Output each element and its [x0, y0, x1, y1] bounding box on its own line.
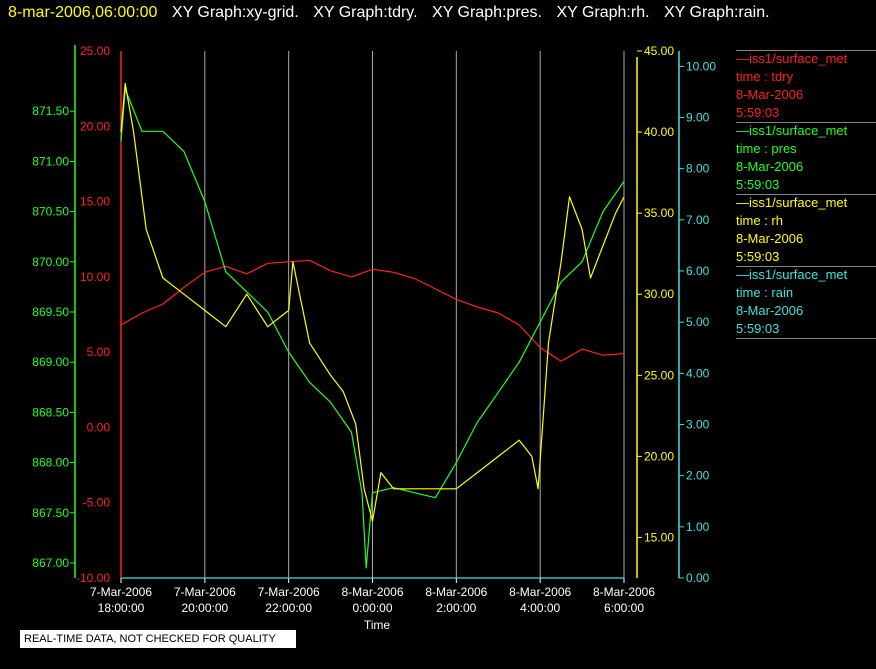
rh-tick-label: 35.00 — [644, 206, 674, 220]
legend-field: time : rain — [736, 285, 794, 300]
legend-entry-tdry[interactable]: —iss1/surface_met time : tdry 8-Mar-2006… — [736, 50, 876, 122]
header-graph-rh[interactable]: XY Graph:rh. — [556, 4, 650, 21]
rain-tick-label: 4.00 — [686, 366, 710, 380]
rh-tick-label: 30.00 — [644, 287, 674, 301]
header-graph-xy-grid[interactable]: XY Graph:xy-grid. — [171, 4, 299, 21]
header-graph-pres[interactable]: XY Graph:pres. — [432, 4, 542, 21]
x-tick-label-date: 8-Mar-2006 — [593, 585, 655, 599]
legend-field: time : rh — [736, 213, 783, 228]
rh-tick-label: 45.00 — [644, 44, 674, 58]
tdry-tick-label: 10.00 — [80, 270, 110, 284]
rh-tick-label: 15.00 — [644, 530, 674, 544]
tdry-tick-label: 15.00 — [80, 195, 110, 209]
legend-series-name: iss1/surface_met — [749, 267, 848, 282]
x-tick-label-date: 7-Mar-2006 — [258, 585, 320, 599]
rain-tick-label: 0.00 — [686, 571, 710, 585]
x-tick-label-time: 2:00:00 — [436, 601, 476, 615]
x-tick-label-time: 18:00:00 — [98, 601, 145, 615]
rain-tick-label: 9.00 — [686, 111, 710, 125]
rain-tick-label: 5.00 — [686, 315, 710, 329]
graph-header: 8-mar-2006,06:00:00 XY Graph:xy-grid. XY… — [8, 4, 770, 22]
legend-time: 5:59:03 — [736, 177, 780, 192]
header-graph-rain[interactable]: XY Graph:rain. — [664, 4, 770, 21]
legend-date: 8-Mar-2006 — [736, 159, 804, 174]
data-quality-notice: REAL-TIME DATA, NOT CHECKED FOR QUALITY — [20, 630, 296, 648]
x-tick-label-time: 0:00:00 — [352, 601, 392, 615]
pres-tick-label: 868.50 — [32, 405, 69, 419]
pres-tick-label: 871.00 — [32, 154, 69, 168]
rh-tick-label: 25.00 — [644, 368, 674, 382]
pres-tick-label: 871.50 — [32, 104, 69, 118]
x-tick-label-date: 8-Mar-2006 — [509, 585, 571, 599]
legend-entry-rain[interactable]: —iss1/surface_met time : rain 8-Mar-2006… — [736, 266, 876, 339]
x-tick-label-time: 6:00:00 — [604, 601, 644, 615]
x-tick-label-time: 22:00:00 — [265, 601, 312, 615]
legend-dash: — — [736, 267, 749, 282]
legend-date: 8-Mar-2006 — [736, 231, 804, 246]
pres-series-line — [120, 88, 625, 569]
rain-tick-label: 7.00 — [686, 213, 710, 227]
series-lines — [120, 82, 625, 579]
pres-tick-label: 869.00 — [32, 355, 69, 369]
tdry-tick-label: 25.00 — [80, 44, 110, 58]
rain-tick-label: 8.00 — [686, 162, 710, 176]
tdry-series-line — [120, 259, 625, 362]
pres-tick-label: 868.00 — [32, 456, 69, 470]
pres-tick-label: 869.50 — [32, 305, 69, 319]
rh-tick-label: 40.00 — [644, 125, 674, 139]
legend-entry-pres[interactable]: —iss1/surface_met time : pres 8-Mar-2006… — [736, 122, 876, 194]
rain-tick-label: 2.00 — [686, 469, 710, 483]
rain-tick-label: 6.00 — [686, 264, 710, 278]
legend-series-name: iss1/surface_met — [749, 51, 848, 66]
legend-date: 8-Mar-2006 — [736, 87, 804, 102]
header-timestamp: 8-mar-2006,06:00:00 — [8, 4, 158, 21]
pres-tick-label: 870.50 — [32, 205, 69, 219]
legend-date: 8-Mar-2006 — [736, 303, 804, 318]
tdry-tick-label: 20.00 — [80, 119, 110, 133]
axes: 7-Mar-2006 18:00:00 7-Mar-2006 20:00:00 7-Ma… — [32, 44, 716, 615]
rain-tick-label: 10.00 — [686, 59, 716, 73]
legend-time: 5:59:03 — [736, 321, 780, 336]
legend-field: time : pres — [736, 141, 797, 156]
legend-time: 5:59:03 — [736, 105, 780, 120]
legend-field: time : tdry — [736, 69, 794, 84]
tdry-tick-label: -10.00 — [76, 571, 110, 585]
pres-tick-label: 867.50 — [32, 506, 69, 520]
x-tick-label-date: 8-Mar-2006 — [341, 585, 403, 599]
rh-series-line — [120, 82, 625, 522]
rain-tick-label: 3.00 — [686, 418, 710, 432]
tdry-tick-label: 0.00 — [87, 420, 111, 434]
x-tick-label-time: 20:00:00 — [181, 601, 228, 615]
x-tick-label-date: 8-Mar-2006 — [425, 585, 487, 599]
x-axis-label: Time — [364, 618, 391, 632]
x-tick-label-time: 4:00:00 — [520, 601, 560, 615]
legend-dash: — — [736, 195, 749, 210]
rain-tick-label: 1.00 — [686, 520, 710, 534]
tdry-tick-label: -5.00 — [83, 496, 111, 510]
legend-entry-rh[interactable]: —iss1/surface_met time : rh 8-Mar-2006 5… — [736, 194, 876, 266]
x-tick-label-date: 7-Mar-2006 — [90, 585, 152, 599]
tdry-tick-label: 5.00 — [87, 345, 111, 359]
rh-tick-label: 20.00 — [644, 449, 674, 463]
x-tick-label-date: 7-Mar-2006 — [174, 585, 236, 599]
header-graph-tdry[interactable]: XY Graph:tdry. — [313, 4, 418, 21]
legend-series-name: iss1/surface_met — [749, 123, 848, 138]
pres-tick-label: 867.00 — [32, 556, 69, 570]
legend-time: 5:59:03 — [736, 249, 780, 264]
legend-dash: — — [736, 51, 749, 66]
pres-tick-label: 870.00 — [32, 255, 69, 269]
legend-series-name: iss1/surface_met — [749, 195, 848, 210]
legend-dash: — — [736, 123, 749, 138]
